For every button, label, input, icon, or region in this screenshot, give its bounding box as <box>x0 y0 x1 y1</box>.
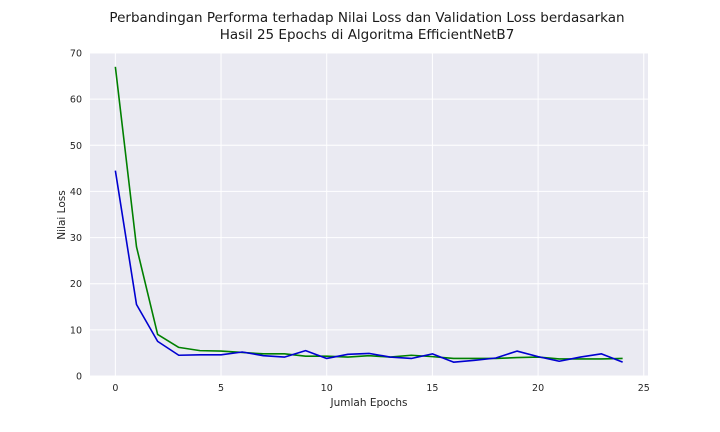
validation-loss-line <box>114 170 623 363</box>
x-tick-label: 15 <box>426 383 438 394</box>
chart-title-line-2: Hasil 25 Epochs di Algoritma EfficientNe… <box>220 27 515 43</box>
y-tick-label: 40 <box>70 187 82 198</box>
x-axis-label: Jumlah Epochs <box>330 397 408 409</box>
y-tick-label: 10 <box>70 325 82 336</box>
chart-title-line-1: Perbandingan Performa terhadap Nilai Los… <box>109 10 624 26</box>
y-tick-label: 70 <box>70 49 82 60</box>
x-tick-labels: 0 5 10 15 20 25 <box>112 383 649 394</box>
x-tick-label: 20 <box>532 383 544 394</box>
plot-area <box>90 53 648 376</box>
grid-lines <box>90 52 648 377</box>
y-tick-label: 60 <box>70 95 82 106</box>
y-tick-label: 50 <box>70 141 82 152</box>
x-tick-label: 25 <box>638 383 650 394</box>
x-tick-label: 5 <box>218 383 224 394</box>
x-tick-label: 0 <box>112 383 118 394</box>
series-lines <box>114 66 623 363</box>
y-tick-label: 30 <box>70 233 82 244</box>
y-tick-labels: 0 10 20 30 40 50 60 70 <box>70 49 82 383</box>
y-tick-label: 20 <box>70 279 82 290</box>
x-tick-label: 10 <box>321 383 333 394</box>
y-tick-label: 0 <box>76 372 82 383</box>
y-axis-label: Nilai Loss <box>56 190 68 239</box>
